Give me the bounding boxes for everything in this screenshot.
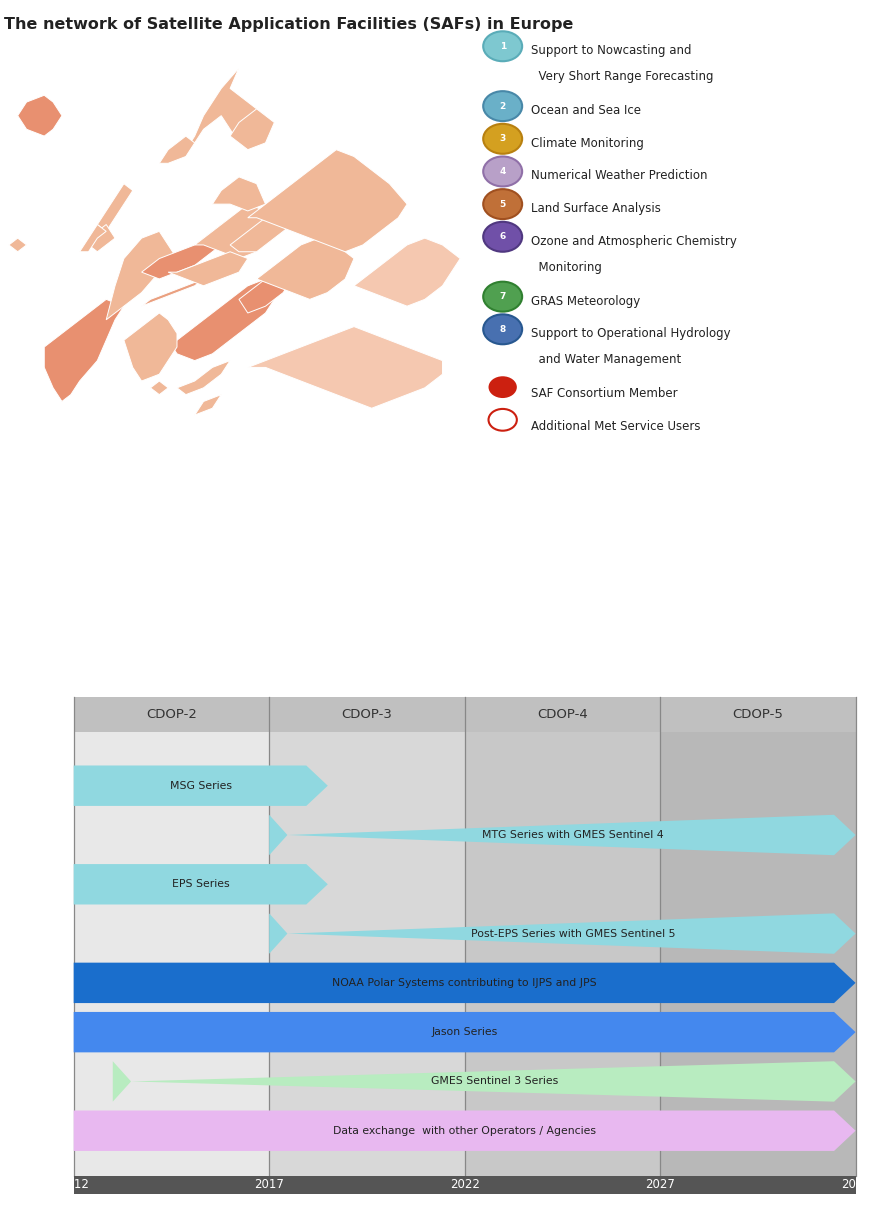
Polygon shape	[73, 864, 327, 904]
Circle shape	[483, 32, 522, 61]
Text: 2027: 2027	[645, 1179, 675, 1192]
Polygon shape	[142, 217, 248, 279]
Text: NOAA Polar Systems contributing to IJPS and JPS: NOAA Polar Systems contributing to IJPS …	[332, 978, 597, 988]
Polygon shape	[112, 1061, 856, 1102]
Polygon shape	[195, 395, 221, 416]
Polygon shape	[269, 815, 856, 855]
Text: 2017: 2017	[254, 1179, 284, 1192]
Polygon shape	[18, 95, 62, 136]
Polygon shape	[239, 272, 292, 313]
Text: CDOP-2: CDOP-2	[146, 708, 196, 722]
Polygon shape	[73, 1111, 856, 1151]
Polygon shape	[80, 225, 106, 252]
Text: 4: 4	[499, 166, 506, 176]
Polygon shape	[73, 962, 856, 1004]
Polygon shape	[124, 313, 177, 382]
Text: CDOP-4: CDOP-4	[537, 708, 588, 722]
Text: 2012: 2012	[58, 1179, 88, 1192]
Polygon shape	[44, 299, 124, 401]
Text: 6: 6	[499, 232, 506, 242]
Text: and Water Management: and Water Management	[531, 354, 681, 366]
Polygon shape	[186, 68, 266, 149]
Text: SAF Consortium Member: SAF Consortium Member	[531, 388, 678, 400]
Polygon shape	[168, 252, 248, 286]
Bar	[269, 729, 465, 1176]
Text: Data exchange  with other Operators / Agencies: Data exchange with other Operators / Age…	[333, 1126, 596, 1136]
Text: The network of Satellite Application Facilities (SAFs) in Europe: The network of Satellite Application Fac…	[4, 17, 573, 32]
Text: Numerical Weather Prediction: Numerical Weather Prediction	[531, 169, 707, 182]
Polygon shape	[177, 361, 230, 395]
Polygon shape	[212, 177, 266, 211]
Text: Land Surface Analysis: Land Surface Analysis	[531, 202, 661, 215]
Circle shape	[483, 157, 522, 186]
Polygon shape	[354, 238, 460, 306]
Circle shape	[483, 315, 522, 344]
Text: Ozone and Atmospheric Chemistry: Ozone and Atmospheric Chemistry	[531, 234, 737, 248]
Text: Monitoring: Monitoring	[531, 260, 602, 273]
Polygon shape	[159, 136, 195, 163]
Text: 3: 3	[499, 135, 506, 143]
Text: GMES Sentinel 3 Series: GMES Sentinel 3 Series	[431, 1076, 558, 1086]
Text: CDOP-5: CDOP-5	[733, 708, 783, 722]
Text: Support to Nowcasting and: Support to Nowcasting and	[531, 44, 691, 57]
Polygon shape	[230, 109, 274, 149]
Text: MTG Series with GMES Sentinel 4: MTG Series with GMES Sentinel 4	[482, 830, 664, 840]
Text: Post-EPS Series with GMES Sentinel 5: Post-EPS Series with GMES Sentinel 5	[471, 928, 675, 938]
Text: 7: 7	[499, 292, 506, 301]
Polygon shape	[73, 1012, 856, 1052]
Text: Support to Operational Hydrology: Support to Operational Hydrology	[531, 327, 731, 340]
Polygon shape	[150, 382, 168, 395]
Circle shape	[483, 124, 522, 154]
Circle shape	[483, 91, 522, 122]
Text: 2022: 2022	[450, 1179, 480, 1192]
Polygon shape	[9, 238, 27, 252]
Bar	[660, 729, 856, 1176]
Text: 5: 5	[499, 199, 506, 209]
Polygon shape	[168, 279, 283, 361]
Text: MSG Series: MSG Series	[170, 781, 232, 791]
Polygon shape	[248, 238, 354, 299]
Text: GRAS Meteorology: GRAS Meteorology	[531, 294, 640, 307]
Polygon shape	[88, 225, 115, 252]
Text: EPS Series: EPS Series	[172, 880, 229, 889]
Polygon shape	[248, 327, 442, 408]
Bar	[73, 729, 269, 1176]
Polygon shape	[73, 765, 327, 806]
Polygon shape	[142, 279, 204, 306]
Text: Ocean and Sea Ice: Ocean and Sea Ice	[531, 104, 641, 117]
Polygon shape	[106, 231, 177, 320]
Circle shape	[489, 377, 517, 399]
Text: CDOP-3: CDOP-3	[342, 708, 392, 722]
Polygon shape	[97, 183, 133, 231]
Circle shape	[483, 190, 522, 219]
Polygon shape	[248, 149, 407, 252]
Circle shape	[483, 282, 522, 311]
Polygon shape	[269, 914, 856, 954]
Text: Very Short Range Forecasting: Very Short Range Forecasting	[531, 70, 713, 83]
Text: Additional Met Service Users: Additional Met Service Users	[531, 420, 701, 433]
Text: 1: 1	[499, 41, 506, 51]
Bar	[73, 697, 856, 731]
Polygon shape	[195, 204, 283, 259]
Text: Jason Series: Jason Series	[432, 1027, 497, 1038]
Text: 2: 2	[499, 102, 506, 111]
Bar	[73, 1176, 856, 1194]
Circle shape	[483, 222, 522, 252]
Bar	[465, 729, 660, 1176]
Text: Climate Monitoring: Climate Monitoring	[531, 137, 644, 149]
Polygon shape	[230, 204, 301, 252]
Text: 2032: 2032	[841, 1179, 871, 1192]
Text: 8: 8	[499, 324, 506, 334]
